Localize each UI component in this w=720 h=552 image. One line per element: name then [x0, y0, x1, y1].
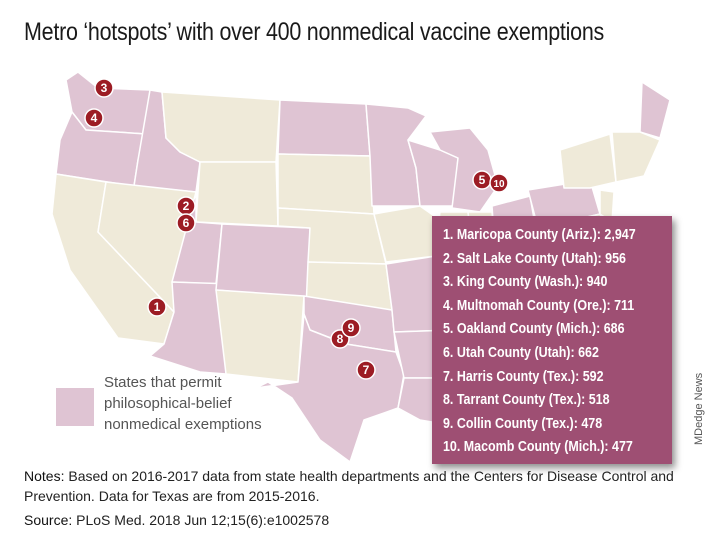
- marker-circle: [94, 78, 114, 98]
- legend-line: States that permit: [104, 374, 222, 391]
- marker-label: 3: [101, 81, 108, 95]
- ranking-item: 5. Oakland County (Mich.): 686: [443, 321, 625, 338]
- marker-label: 8: [337, 332, 344, 346]
- source-text: PLoS Med. 2018 Jun 12;15(6):e1002578: [76, 512, 330, 528]
- ranking-item: 4. Multnomah County (Ore.): 711: [443, 297, 635, 314]
- ranking-item: 7. Harris County (Tex.): 592: [443, 368, 604, 385]
- state-colorado: [215, 223, 311, 299]
- notes: Notes: Based on 2016-2017 data from stat…: [24, 466, 704, 506]
- county-markers: 1 2 3 4 5 6 7 89 10: [84, 78, 509, 380]
- ranking-box: 1. Maricopa County (Ariz.): 2,947 2. Sal…: [432, 216, 672, 464]
- marker-label: 7: [363, 363, 370, 377]
- marker-label: 5: [479, 173, 486, 187]
- credit-label: MDedge News: [693, 372, 705, 445]
- ranking-item: 8. Tarrant County (Tex.): 518: [443, 392, 610, 409]
- state-iowa: [373, 205, 441, 263]
- marker-label: 9: [348, 321, 355, 335]
- county-marker: 2: [176, 196, 196, 216]
- legend-swatch: [56, 388, 94, 426]
- ranking-item: 6. Utah County (Utah): 662: [443, 344, 599, 361]
- county-marker: 4: [84, 108, 104, 128]
- source: Source: PLoS Med. 2018 Jun 12;15(6):e100…: [24, 512, 329, 528]
- legend-label: States that permit philosophical-belief …: [104, 372, 324, 435]
- marker-label: 1: [154, 300, 161, 314]
- state-south-dakota: [277, 153, 375, 215]
- county-marker: 5: [472, 170, 492, 190]
- state-maine: [639, 81, 671, 139]
- state-new-mexico: [215, 289, 305, 383]
- marker-label: 2: [183, 199, 190, 213]
- county-marker: 7: [356, 360, 376, 380]
- county-marker: 3: [94, 78, 114, 98]
- marker-circle: [489, 173, 509, 193]
- ranking-item: 2. Salt Lake County (Utah): 956: [443, 250, 626, 267]
- legend-line: nonmedical exemptions: [104, 416, 262, 433]
- state-north-dakota: [277, 99, 371, 157]
- marker-circle: [147, 297, 167, 317]
- notes-text: Based on 2016-2017 data from state healt…: [24, 468, 674, 504]
- state-new-england: [611, 131, 661, 183]
- marker-circle: [176, 213, 196, 233]
- marker-label: 4: [91, 111, 98, 125]
- marker-circle: [84, 108, 104, 128]
- state-montana: [161, 91, 281, 163]
- marker-label: 10: [493, 179, 505, 190]
- state-new-york: [559, 133, 617, 189]
- county-marker: 1: [147, 297, 167, 317]
- source-lead: Source:: [24, 512, 73, 528]
- chart-title: Metro ‘hotspots’ with over 400 nonmedica…: [24, 18, 605, 46]
- county-marker: 6: [176, 213, 196, 233]
- legend-line: philosophical-belief: [104, 395, 232, 412]
- marker-circle: [341, 318, 361, 338]
- ranking-item: 10. Macomb County (Mich.): 477: [443, 439, 633, 456]
- county-marker: 9: [341, 318, 361, 338]
- ranking-item: 9. Collin County (Tex.): 478: [443, 415, 603, 432]
- notes-lead: Notes:: [24, 468, 65, 484]
- marker-label: 6: [183, 216, 190, 230]
- state-texas: [255, 313, 405, 463]
- state-wyoming: [195, 161, 279, 227]
- ranking-item: 3. King County (Wash.): 940: [443, 274, 608, 291]
- county-marker: 10: [489, 173, 509, 193]
- marker-circle: [356, 360, 376, 380]
- ranking-item: 1. Maricopa County (Ariz.): 2,947: [443, 227, 636, 243]
